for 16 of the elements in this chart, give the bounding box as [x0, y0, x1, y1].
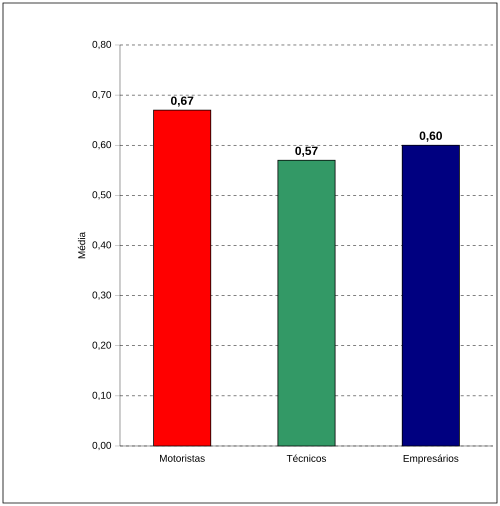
y-tick-label: 0,50 [92, 191, 112, 200]
data-label: 0,67 [171, 96, 194, 107]
y-tick-label: 0,20 [92, 342, 112, 350]
y-tick-label: 0,80 [92, 40, 112, 50]
y-tick-label: 0,00 [92, 442, 112, 450]
y-tick-label: 0,40 [92, 241, 112, 250]
y-tick-label: 0,60 [92, 141, 112, 150]
data-label: 0,57 [295, 146, 318, 157]
y-tick-label: 0,70 [92, 91, 112, 100]
y-tick-label: 0,10 [92, 392, 112, 400]
x-tick-label: Motoristas [160, 454, 205, 462]
x-tick-label: Técnicos [286, 454, 326, 462]
y-tick-label: 0,30 [92, 292, 112, 300]
x-tick-label: Empresários [404, 454, 458, 464]
data-label: 0,60 [420, 132, 442, 142]
y-axis-title: Média [78, 232, 86, 258]
